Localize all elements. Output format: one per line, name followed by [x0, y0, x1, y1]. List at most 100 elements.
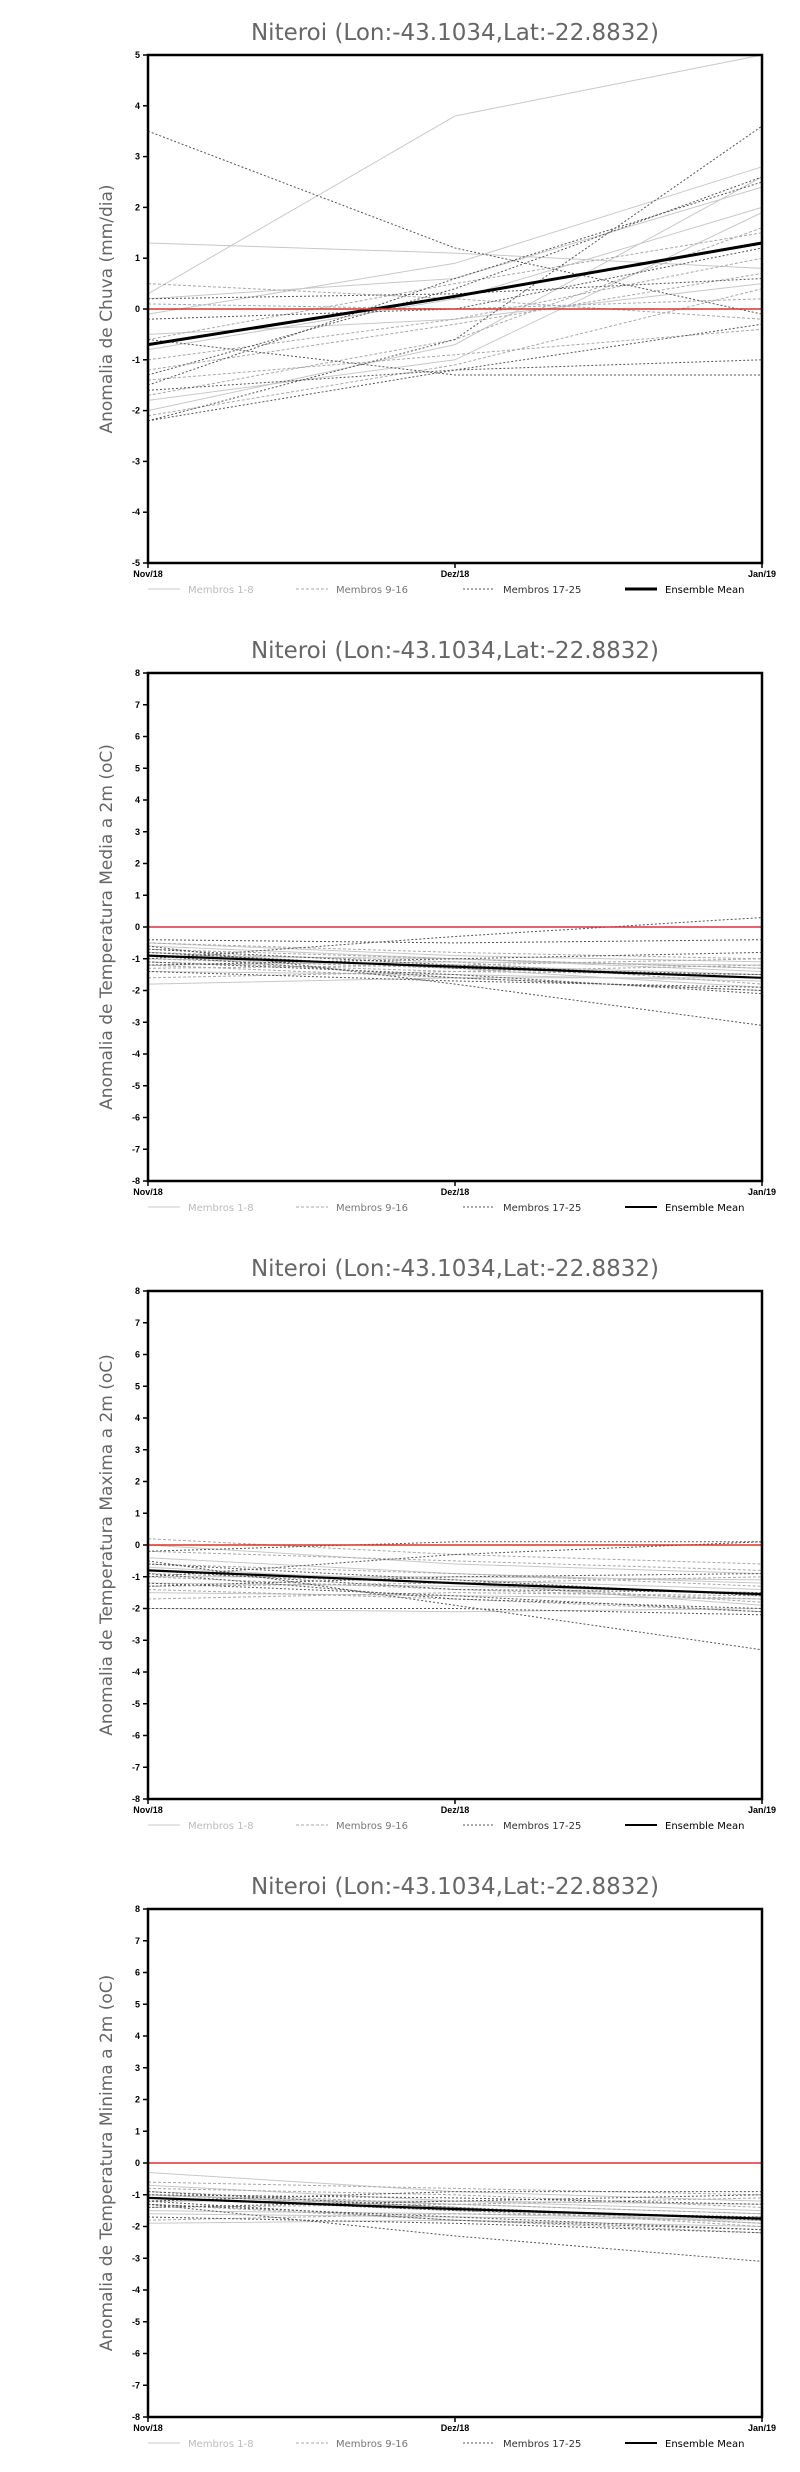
member-line	[147, 961, 763, 973]
y-axis-label: Anomalia de Chuva (mm/dia)	[97, 184, 117, 433]
y-tick-label: 8	[135, 1286, 140, 1296]
member-line	[147, 130, 763, 315]
chart-panel-2: Niteroi (Lon:-43.1034,Lat:-22.8832) Anoma…	[97, 638, 776, 1214]
ensemble-mean-line	[147, 954, 763, 979]
legend-label: Ensemble Mean	[665, 1821, 744, 1832]
y-tick-label: 6	[135, 1350, 140, 1360]
y-tick-label: 8	[135, 668, 140, 678]
legend-label: Membros 9-16	[336, 585, 408, 596]
member-line	[147, 939, 763, 944]
member-line	[147, 951, 763, 985]
member-line	[147, 2194, 763, 2227]
member-line	[147, 2181, 763, 2196]
member-line	[147, 1573, 763, 1609]
y-tick-label: 1	[135, 2126, 140, 2136]
y-tick-label: 2	[135, 2095, 140, 2105]
y-tick-label: -1	[132, 355, 140, 365]
y-tick-label: 2	[135, 202, 140, 212]
member-line	[147, 1541, 763, 1578]
y-tick-label: 0	[135, 922, 140, 932]
y-tick-label: 6	[135, 732, 140, 742]
member-line	[147, 1550, 763, 1571]
member-line	[147, 176, 763, 412]
y-tick-label: 0	[135, 1540, 140, 1550]
x-tick-label: Jan/19	[748, 1187, 776, 1197]
y-tick-label: -8	[132, 2412, 140, 2422]
member-line	[147, 186, 763, 300]
y-tick-label: 2	[135, 859, 140, 869]
y-tick-label: -4	[132, 2285, 140, 2295]
member-line	[147, 948, 763, 969]
y-tick-label: 5	[135, 1999, 140, 2009]
y-tick-label: 7	[135, 700, 140, 710]
legend-label: Membros 1-8	[188, 1203, 254, 1214]
y-tick-label: -2	[132, 406, 140, 416]
member-line	[147, 272, 763, 371]
member-line	[147, 1592, 763, 1600]
y-axis-label: Anomalia de Temperatura Minima a 2m (oC)	[97, 1975, 117, 2352]
y-tick-label: -2	[132, 986, 140, 996]
x-tick-label: Dez/18	[441, 1187, 470, 1197]
member-line	[147, 176, 763, 376]
y-tick-label: -8	[132, 1794, 140, 1804]
member-line	[147, 359, 763, 391]
y-tick-label: 4	[135, 2031, 140, 2041]
member-line	[147, 125, 763, 422]
chart-panel-1: Niteroi (Lon:-43.1034,Lat:-22.8832) Anoma…	[97, 20, 776, 596]
chart-title: Niteroi (Lon:-43.1034,Lat:-22.8832)	[251, 20, 659, 46]
y-tick-label: -7	[132, 1144, 140, 1154]
chart-title: Niteroi (Lon:-43.1034,Lat:-22.8832)	[251, 1874, 659, 1900]
member-line	[147, 298, 763, 310]
member-line	[147, 232, 763, 340]
member-line	[147, 1563, 763, 1587]
chart-title: Niteroi (Lon:-43.1034,Lat:-22.8832)	[251, 638, 659, 664]
legend-label: Ensemble Mean	[665, 2439, 744, 2450]
legend-label: Membros 9-16	[336, 1821, 408, 1832]
member-line	[147, 2197, 763, 2208]
member-line	[147, 2200, 763, 2231]
member-line	[147, 971, 763, 982]
member-line	[147, 2187, 763, 2208]
x-tick-label: Nov/18	[133, 1187, 163, 1197]
legend-label: Ensemble Mean	[665, 585, 744, 596]
legend-label: Membros 17-25	[503, 2439, 581, 2450]
y-tick-label: 0	[135, 304, 140, 314]
x-tick-label: Nov/18	[133, 569, 163, 579]
y-tick-label: 1	[135, 253, 140, 263]
x-tick-label: Jan/19	[748, 2423, 776, 2433]
y-tick-label: 5	[135, 1381, 140, 1391]
y-tick-label: -5	[132, 558, 140, 568]
y-tick-label: -3	[132, 456, 140, 466]
y-tick-label: -1	[132, 1572, 140, 1582]
x-tick-label: Dez/18	[441, 1805, 470, 1815]
x-tick-label: Dez/18	[441, 569, 470, 579]
y-tick-label: 3	[135, 152, 140, 162]
member-line	[147, 2172, 763, 2202]
ensemble-mean-line	[147, 241, 763, 347]
y-tick-label: -7	[132, 1762, 140, 1772]
y-tick-label: -4	[132, 1667, 140, 1677]
y-tick-label: -6	[132, 2349, 140, 2359]
member-line	[147, 288, 763, 417]
y-axis-label: Anomalia de Temperatura Maxima a 2m (oC)	[97, 1354, 117, 1736]
y-tick-label: 2	[135, 1477, 140, 1487]
legend-label: Membros 17-25	[503, 1203, 581, 1214]
y-tick-label: 4	[135, 101, 140, 111]
y-tick-label: 7	[135, 1936, 140, 1946]
y-tick-label: 8	[135, 1904, 140, 1914]
x-tick-label: Dez/18	[441, 2423, 470, 2433]
member-line	[147, 1560, 763, 1651]
legend-label: Ensemble Mean	[665, 1203, 744, 1214]
y-tick-label: -5	[132, 2317, 140, 2327]
y-tick-label: -5	[132, 1699, 140, 1709]
legend-label: Membros 1-8	[188, 1821, 254, 1832]
member-line	[147, 1582, 763, 1613]
member-line	[147, 1538, 763, 1565]
y-tick-label: -8	[132, 1176, 140, 1186]
x-tick-label: Jan/19	[748, 569, 776, 579]
member-line	[147, 2203, 763, 2262]
y-tick-label: -5	[132, 1081, 140, 1091]
member-line	[147, 1608, 763, 1613]
y-tick-label: -1	[132, 2190, 140, 2200]
